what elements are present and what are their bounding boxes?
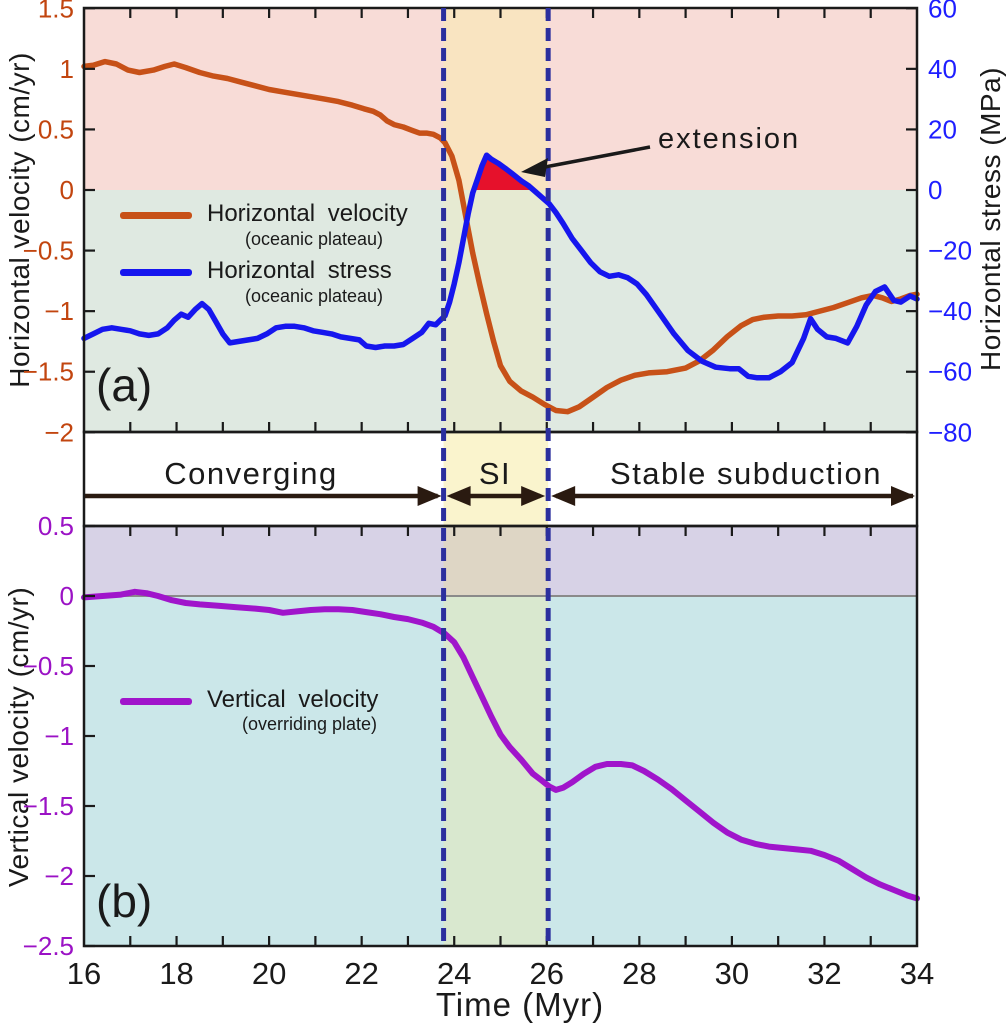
legend-sub-horizontal-velocity: (oceanic plateau) [244, 229, 384, 249]
panel-b-tick-label: −0.5 [23, 651, 74, 681]
panel-a-right-axis-title: Horizontal stress (MPa) [975, 67, 1006, 371]
panel-a-right-tick-label: −80 [928, 417, 972, 447]
panel-a-left-axis-title: Horizontal velocity (cm/yr) [4, 52, 35, 388]
panel-a-right-tick-label: −20 [928, 236, 972, 266]
x-tick-label: 30 [715, 956, 749, 991]
panel-a-left-tick-label: −1 [44, 296, 74, 326]
legend-label-horizontal-velocity: Horizontal velocity [207, 200, 408, 227]
legend-swatch-horizontal-velocity [120, 212, 192, 219]
panel-a-left-tick-label: −0.5 [23, 236, 74, 266]
vertical-velocity-curve [81, 588, 920, 902]
x-tick-label: 26 [530, 956, 564, 991]
panel-b-tick-label: −2 [44, 861, 74, 891]
panel-a-left-tick-label: −2 [44, 417, 74, 447]
panel-b-tick-label: 0.5 [38, 511, 74, 541]
panel-a-right-tick-label: −60 [928, 357, 972, 387]
x-tick-label: 32 [807, 956, 841, 991]
panel-a-right-tick-label: 60 [928, 0, 957, 23]
si-band-panel-b-above [443, 526, 549, 596]
panel-a-left-tick-label: 1.5 [38, 0, 74, 23]
panel-a-left-tick-label: 0.5 [38, 114, 74, 144]
x-tick-label: 20 [252, 956, 286, 991]
phase-label-si: SI [478, 456, 512, 491]
x-tick-label: 24 [437, 956, 471, 991]
panel-a-right-tick-label: 20 [928, 114, 957, 144]
stable-right-arrowhead [891, 486, 915, 506]
legend-sub-horizontal-stress: (oceanic plateau) [244, 286, 384, 306]
panel-b-left-axis-title: Vertical velocity (cm/yr) [3, 587, 34, 887]
legend-swatch-vertical-velocity [120, 698, 192, 705]
legend-label-vertical-velocity: Vertical velocity [207, 686, 379, 713]
si-left-arrowhead [446, 486, 471, 506]
si-right-arrowhead [521, 486, 546, 506]
panel-a-left-tick-label: 1 [60, 54, 74, 84]
phase-label-stable-subduction: Stable subduction [610, 456, 882, 491]
x-tick-label: 16 [67, 956, 101, 991]
panel-b-tick-label: −2.5 [23, 931, 74, 961]
si-band-panel-a-below [443, 190, 549, 432]
phase-label-converging: Converging [164, 456, 338, 491]
horizontal-velocity-curve [81, 58, 920, 415]
legend-swatch-horizontal-stress [120, 269, 192, 276]
x-tick-label: 28 [622, 956, 656, 991]
panel-a-label: (a) [96, 359, 153, 411]
panel-a-right-tick-label: −40 [928, 296, 972, 326]
x-tick-label: 18 [159, 956, 193, 991]
x-tick-label: 22 [344, 956, 378, 991]
panel-b-label: (b) [96, 875, 153, 927]
x-axis-title: Time (Myr) [436, 986, 604, 1023]
panel-b-tick-label: −1 [44, 721, 74, 751]
panel-a-left-tick-label: −1.5 [23, 357, 74, 387]
x-tick-label: 34 [900, 956, 934, 991]
stable-left-arrowhead [551, 486, 576, 506]
extension-arrowhead [521, 158, 548, 177]
extension-annotation-label: extension [658, 123, 801, 155]
panel-b-tick-label: 0 [60, 581, 74, 611]
legend-sub-vertical-velocity: (overriding plate) [241, 714, 378, 734]
panel-a-right-tick-label: 40 [928, 54, 957, 84]
si-band-strip [443, 432, 549, 526]
panel-a-right-tick-label: 0 [928, 175, 942, 205]
legend-label-horizontal-stress: Horizontal stress [207, 257, 392, 284]
converging-arrowhead [417, 486, 442, 506]
horizontal-stress-curve [81, 152, 920, 381]
panel-a-left-tick-label: 0 [60, 175, 74, 205]
panel-b-tick-label: −1.5 [23, 791, 74, 821]
extension-arrow-line [544, 145, 651, 169]
